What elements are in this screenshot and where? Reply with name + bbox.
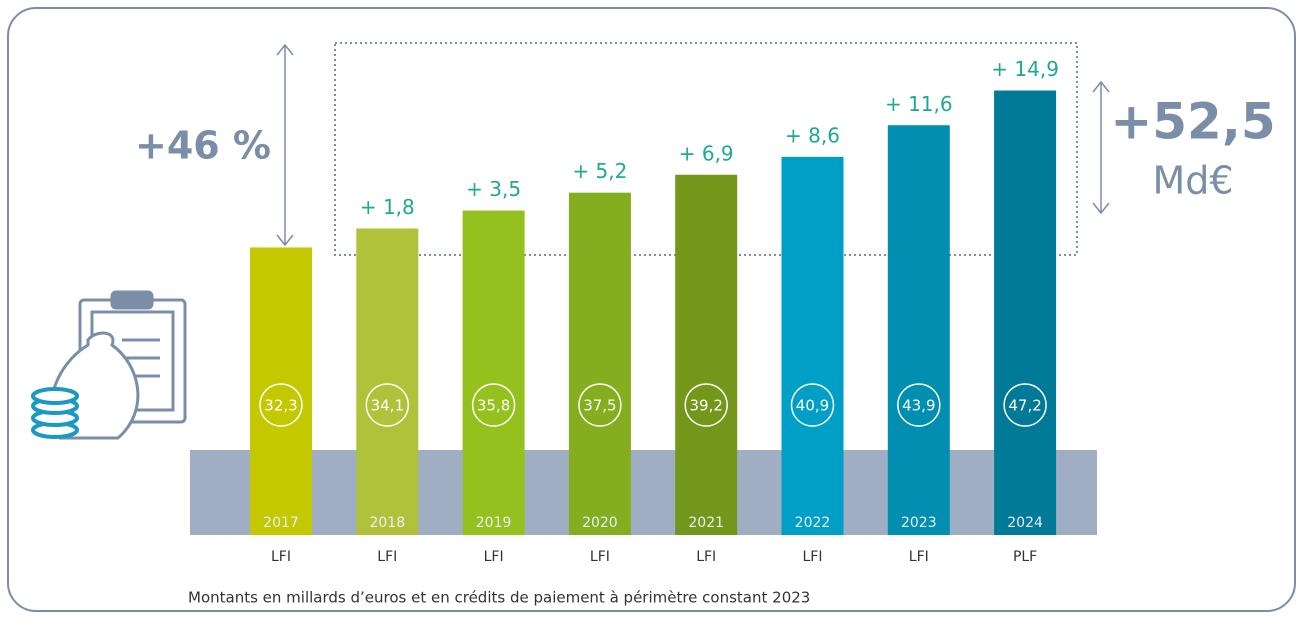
x-tick-label: 2021 [688, 515, 724, 531]
value-label: 39,2 [689, 397, 722, 415]
bar [781, 156, 844, 535]
x-tick-label: 2019 [476, 515, 512, 531]
total-unit: Md€ [1152, 159, 1233, 203]
bar [462, 210, 525, 535]
x-tick-label: 2022 [795, 515, 831, 531]
value-label: 40,9 [796, 397, 829, 415]
value-circle [897, 383, 941, 427]
bar [568, 192, 631, 535]
value-circle [790, 383, 835, 427]
x-tick-label: 2017 [263, 515, 299, 531]
coins-icon [31, 387, 79, 439]
delta-label: + 14,9 [991, 57, 1059, 81]
delta-label: + 3,5 [466, 177, 521, 201]
value-circle [259, 383, 303, 427]
value-circle [578, 383, 622, 427]
value-label: 35,8 [477, 397, 510, 415]
value-circle [471, 383, 516, 427]
value-label: 47,2 [1008, 397, 1041, 415]
x-sublabel: LFI [909, 549, 929, 565]
value-label: 43,9 [902, 397, 935, 415]
x-sublabel: LFI [377, 549, 397, 565]
bar [356, 228, 419, 536]
arrows [276, 43, 1110, 247]
bar [250, 247, 312, 535]
x-tick-label: 2020 [582, 515, 618, 531]
delta-label: + 8,6 [785, 123, 840, 147]
footnote: Montants en millards d’euros et en crédi… [188, 589, 810, 607]
bar [887, 125, 950, 536]
x-sublabel: LFI [271, 549, 291, 565]
total-label: +52,5 [1110, 93, 1275, 151]
value-label: 37,5 [583, 397, 616, 415]
value-circle [365, 383, 410, 427]
value-circle [1003, 383, 1047, 427]
value-label: 32,3 [264, 397, 297, 415]
x-tick-label: 2024 [1007, 515, 1043, 531]
x-sublabel: LFI [803, 549, 823, 565]
x-sublabel: LFI [696, 549, 716, 565]
delta-label: + 5,2 [572, 159, 627, 183]
value-label: 34,1 [371, 397, 404, 415]
x-tick-label: 2018 [369, 515, 405, 531]
growth-label: +46 % [135, 124, 271, 168]
frame [7, 7, 1296, 612]
base-band [190, 450, 1097, 535]
delta-label: + 6,9 [679, 141, 734, 165]
x-tick-label: 2023 [901, 515, 937, 531]
delta-label: + 1,8 [360, 195, 415, 219]
value-circle [684, 383, 728, 427]
x-sublabel: LFI [590, 549, 610, 565]
x-sublabel: LFI [484, 549, 504, 565]
bar [994, 90, 1057, 535]
x-sublabel: PLF [1013, 549, 1037, 565]
bar [675, 174, 738, 535]
delta-label: + 11,6 [885, 92, 953, 116]
